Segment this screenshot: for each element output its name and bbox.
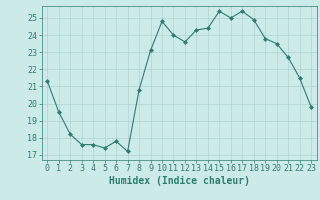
X-axis label: Humidex (Indice chaleur): Humidex (Indice chaleur)	[109, 176, 250, 186]
